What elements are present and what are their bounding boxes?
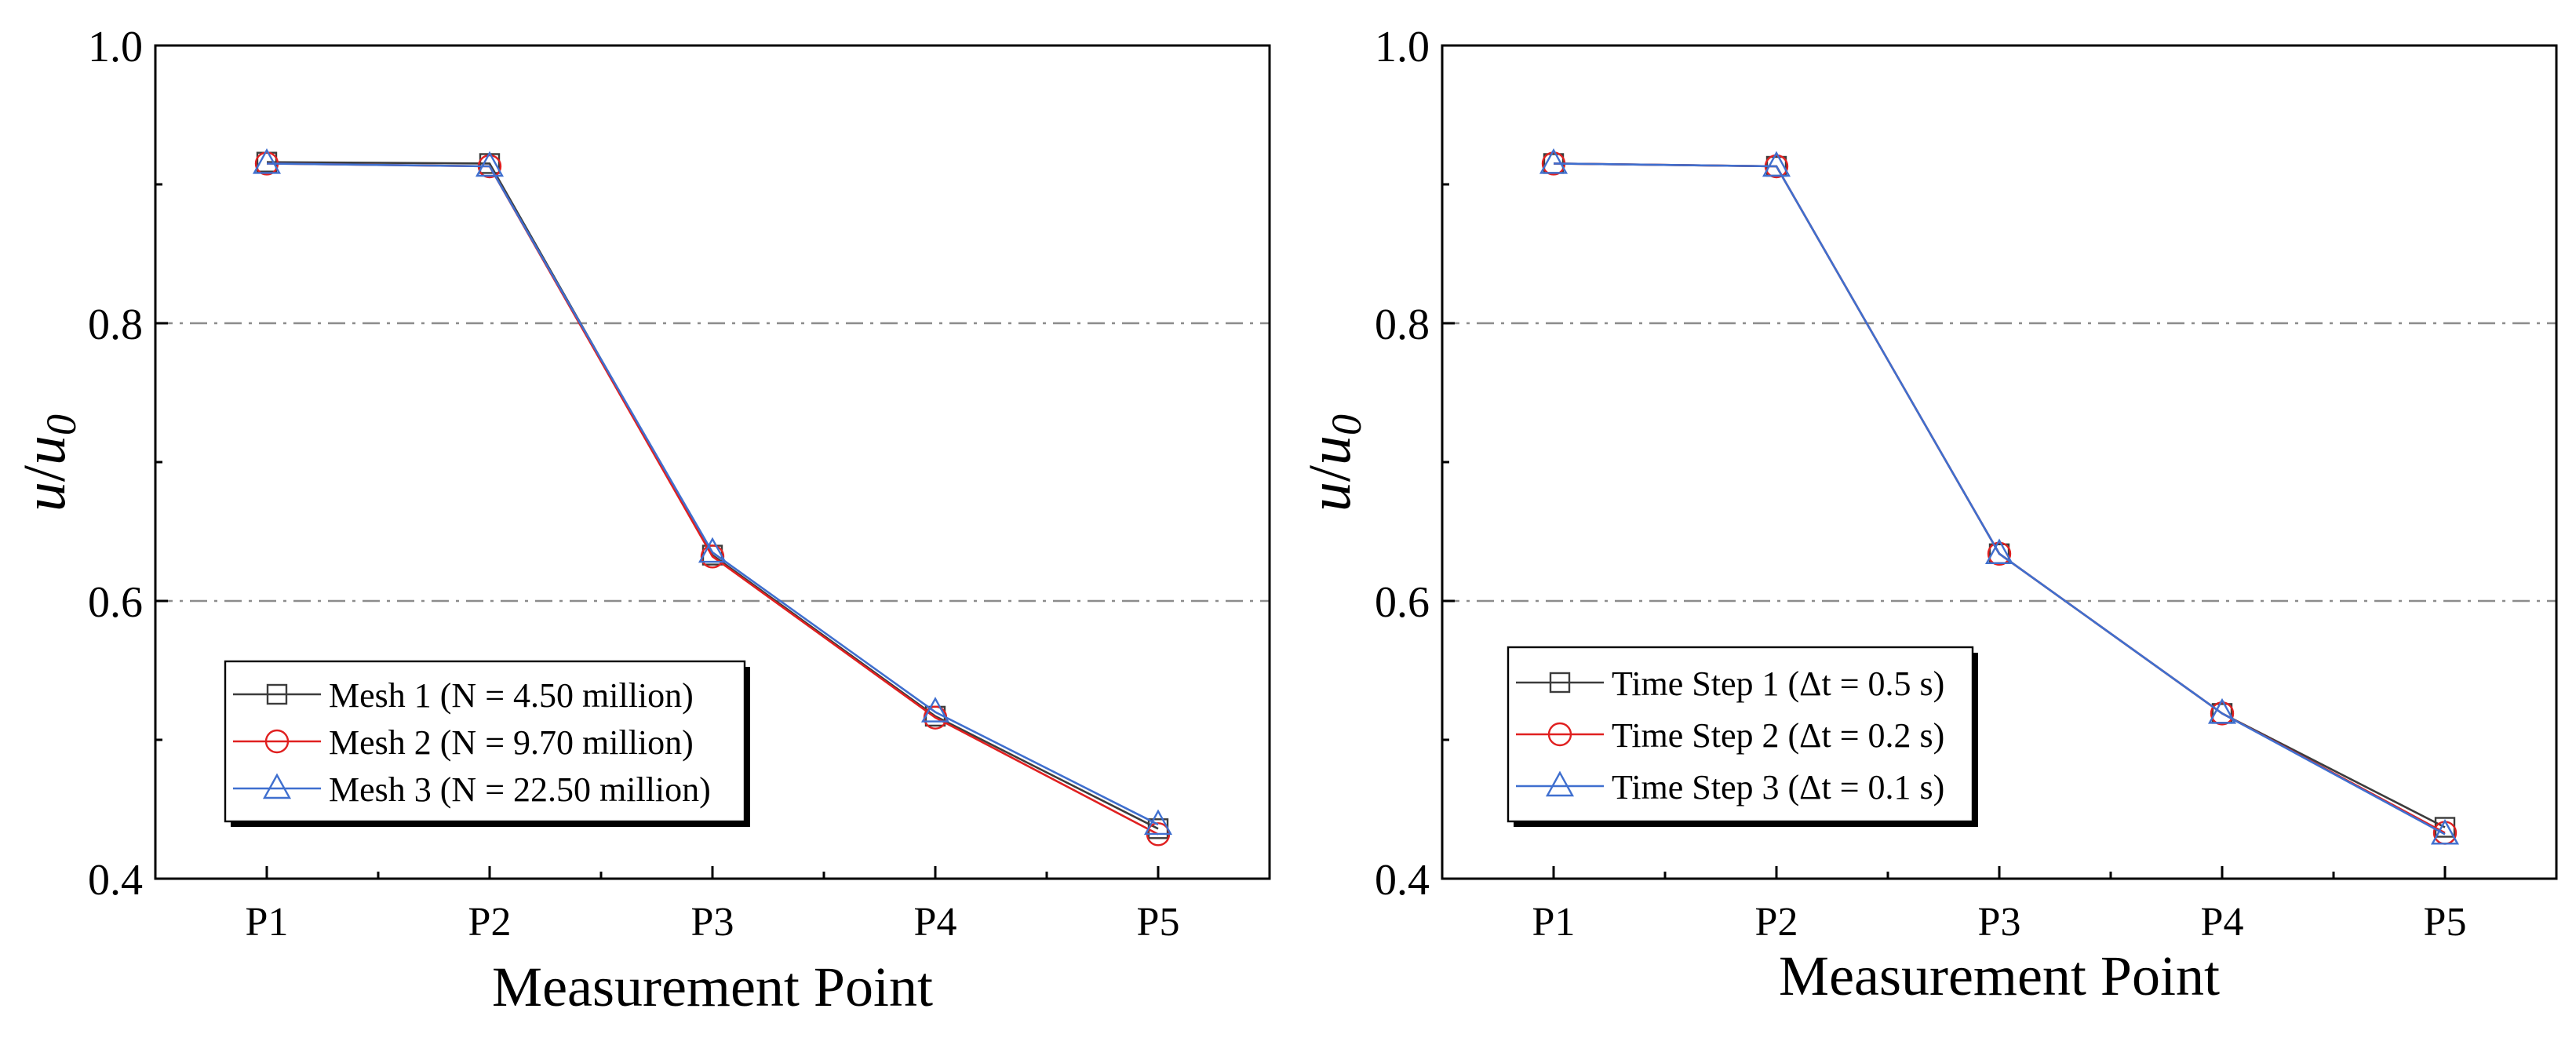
legend-item: Mesh 1 (N = 4.50 million) <box>233 676 694 715</box>
data-point-triangle <box>920 697 950 723</box>
x-tick-label: P5 <box>1137 900 1180 945</box>
y-axis-label-var: u <box>12 482 78 512</box>
legend-label: Time Step 2 (Δt = 0.2 s) <box>1612 716 1944 755</box>
y-tick-label: 0.8 <box>1375 300 1430 349</box>
legend-label: Mesh 2 (N = 9.70 million) <box>329 723 694 762</box>
data-point-circle <box>1987 541 2012 566</box>
legend-label: Mesh 3 (N = 22.50 million) <box>329 770 711 809</box>
series-3 <box>1539 147 2460 845</box>
x-axis-label: Measurement Point <box>1779 945 2220 1007</box>
legend-label: Time Step 1 (Δt = 0.5 s) <box>1612 665 1944 703</box>
y-axis-label: u/u0 <box>12 414 85 512</box>
series-line <box>266 162 1159 826</box>
chart-panel-2: 0.4 0.6 0.8 1.0 P1 P2 P3 P4 P5 Measurement Point u… <box>1297 23 2558 1007</box>
x-tick-label: P2 <box>1755 900 1798 945</box>
legend: Mesh 1 (N = 4.50 million) Mesh 2 (N = 9.7… <box>224 660 750 827</box>
legend-marker-circle <box>1547 722 1572 747</box>
x-tick-label: P1 <box>1532 900 1576 945</box>
y-axis-label-var: u <box>1297 482 1363 512</box>
y-axis-label-base: u <box>1297 435 1363 465</box>
legend: Time Step 1 (Δt = 0.5 s) Time Step 2 (Δt … <box>1507 646 1978 827</box>
x-tick-label: P2 <box>468 900 512 945</box>
legend-item: Mesh 3 (N = 22.50 million) <box>233 770 711 809</box>
y-tick-label: 0.4 <box>88 856 143 905</box>
y-tick-label: 1.0 <box>88 23 143 71</box>
legend-label: Time Step 3 (Δt = 0.1 s) <box>1612 768 1944 807</box>
x-tick-label: P4 <box>2201 900 2244 945</box>
y-tick-label: 0.6 <box>1375 578 1430 627</box>
legend-label: Mesh 1 (N = 4.50 million) <box>329 676 694 715</box>
data-point-triangle <box>2430 818 2460 845</box>
y-axis-label: u/u0 <box>1297 414 1370 512</box>
data-point-triangle <box>2207 697 2237 724</box>
data-point-triangle <box>1143 809 1173 836</box>
y-axis-label-subscript: 0 <box>38 414 85 435</box>
data-point-triangle <box>1762 151 1791 177</box>
data-point-circle <box>2210 701 2235 726</box>
legend-item: Time Step 1 (Δt = 0.5 s) <box>1516 665 1944 703</box>
y-tick-label: 1.0 <box>1375 23 1430 71</box>
data-point-triangle <box>1539 147 1569 174</box>
legend-marker-square <box>1549 672 1571 694</box>
x-tick-label: P3 <box>691 900 734 945</box>
data-point-triangle <box>475 151 505 177</box>
legend-marker-square <box>266 683 288 705</box>
y-tick-label: 0.6 <box>88 578 143 627</box>
x-axis-label: Measurement Point <box>492 956 933 1018</box>
y-tick-label: 0.8 <box>88 300 143 349</box>
x-tick-label: P3 <box>1978 900 2021 945</box>
series-line <box>1553 162 2446 836</box>
data-point-triangle <box>698 537 727 563</box>
legend-item: Time Step 3 (Δt = 0.1 s) <box>1516 768 1944 807</box>
y-axis-label-subscript: 0 <box>1323 414 1370 435</box>
legend-item: Mesh 2 (N = 9.70 million) <box>233 723 694 762</box>
data-point-triangle <box>252 147 282 174</box>
legend-marker-triangle <box>262 773 292 799</box>
y-axis-label-sep: / <box>12 464 78 482</box>
x-tick-label: P4 <box>914 900 957 945</box>
data-point-triangle <box>1984 538 2014 565</box>
y-axis-label-sep: / <box>1297 464 1363 482</box>
data-point-circle <box>700 544 725 569</box>
x-tick-label: P1 <box>246 900 289 945</box>
legend-marker-circle <box>264 729 290 754</box>
x-tick-label: P5 <box>2424 900 2467 945</box>
legend-marker-triangle <box>1545 770 1575 797</box>
chart-panel-1: 0.4 0.6 0.8 1.0 P1 P2 P3 P4 P5 Measurement Point u… <box>12 23 1271 1018</box>
y-axis-label-base: u <box>12 435 78 465</box>
y-tick-label: 0.4 <box>1375 856 1430 905</box>
legend-item: Time Step 2 (Δt = 0.2 s) <box>1516 716 1944 755</box>
series-3 <box>252 147 1173 836</box>
